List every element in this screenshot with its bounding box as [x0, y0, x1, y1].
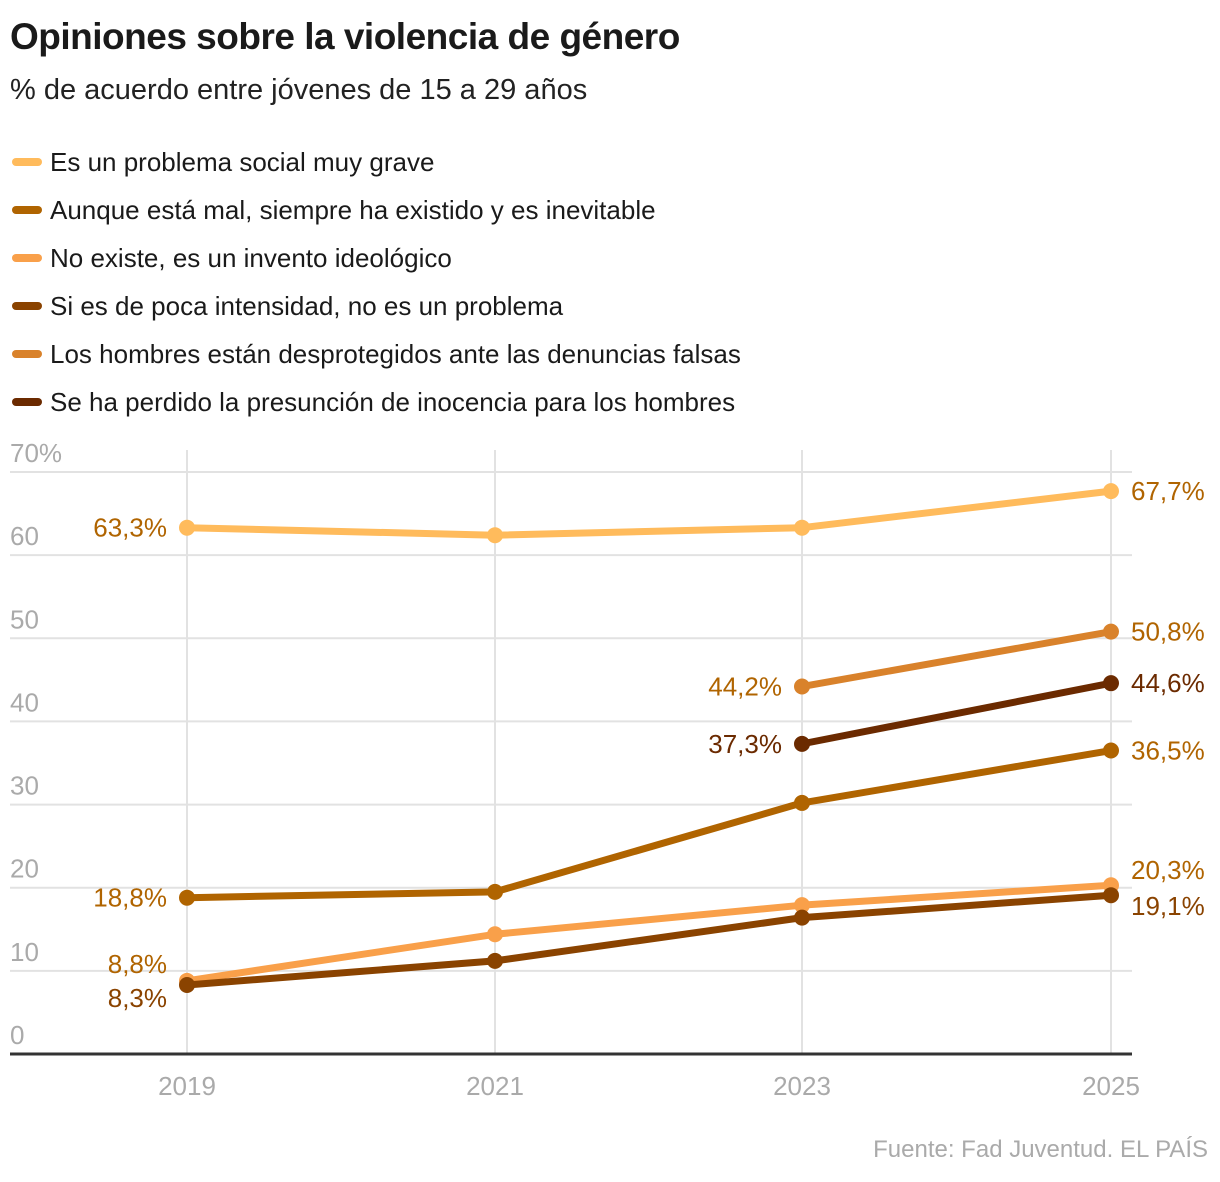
data-point [179, 889, 195, 906]
legend-label: Es un problema social muy grave [50, 146, 435, 177]
data-point [487, 883, 503, 900]
line-chart: 0 10 20 30 40 50 60 70% 2019 2021 2023 2025 63,3% 67,… [10, 438, 1205, 1101]
data-point [794, 794, 810, 811]
y-tick-label: 40 [10, 687, 39, 717]
data-point [794, 909, 810, 926]
legend-swatch [12, 350, 42, 358]
series-line [801, 679, 1112, 748]
y-tick-label: 20 [10, 854, 39, 884]
series-line [186, 747, 1112, 902]
data-label: 63,3% [93, 513, 167, 543]
x-tick-label: 2025 [1082, 1071, 1140, 1101]
x-tick-label: 2019 [158, 1071, 216, 1101]
legend: Es un problema social muy grave Aunque es… [12, 138, 741, 426]
legend-label: Si es de poca intensidad, no es un probl… [50, 290, 564, 321]
data-label: 20,3% [1131, 855, 1205, 885]
data-point [487, 527, 503, 544]
legend-swatch [12, 206, 42, 214]
legend-swatch [12, 398, 42, 406]
data-label: 18,8% [93, 883, 167, 913]
data-label: 44,2% [708, 672, 782, 702]
legend-item: Si es de poca intensidad, no es un probl… [12, 282, 741, 330]
legend-label: Los hombres están desprotegidos ante las… [50, 338, 741, 369]
series-line [186, 881, 1112, 985]
data-point [794, 735, 810, 752]
legend-label: Se ha perdido la presunción de inocencia… [50, 386, 736, 417]
source-note: Fuente: Fad Juventud. EL PAÍS [873, 1136, 1208, 1163]
legend-swatch [12, 302, 42, 310]
data-point [1103, 623, 1119, 640]
series-line [186, 487, 1112, 539]
y-tick-label: 0 [10, 1020, 24, 1050]
data-point [1103, 742, 1119, 759]
data-point [794, 897, 810, 914]
data-label: 44,6% [1131, 668, 1205, 698]
legend-swatch [12, 254, 42, 262]
series-line [801, 628, 1112, 690]
legend-label: Aunque está mal, siempre ha existido y e… [50, 194, 656, 225]
legend-item: Aunque está mal, siempre ha existido y e… [12, 186, 741, 234]
y-tick-label: 70% [10, 438, 62, 468]
y-tick-label: 60 [10, 521, 39, 551]
data-point [1103, 887, 1119, 904]
data-point [179, 976, 195, 993]
data-point [487, 952, 503, 969]
data-point [1103, 675, 1119, 692]
legend-label: No existe, es un invento ideológico [50, 242, 452, 273]
x-tick-label: 2021 [466, 1071, 524, 1101]
data-label: 36,5% [1131, 736, 1205, 766]
legend-item: Es un problema social muy grave [12, 138, 741, 186]
y-tick-label: 10 [10, 937, 39, 967]
data-label: 8,8% [108, 949, 167, 979]
data-point [794, 678, 810, 695]
data-point [1103, 483, 1119, 500]
data-label: 19,1% [1131, 891, 1205, 921]
y-tick-label: 50 [10, 604, 39, 634]
legend-item: Los hombres están desprotegidos ante las… [12, 330, 741, 378]
data-label: 50,8% [1131, 617, 1205, 647]
data-label: 8,3% [108, 983, 167, 1013]
series-line [186, 891, 1112, 989]
x-tick-label: 2023 [773, 1071, 831, 1101]
legend-swatch [12, 158, 42, 166]
legend-item: Se ha perdido la presunción de inocencia… [12, 378, 741, 426]
data-point [487, 926, 503, 943]
data-point [179, 519, 195, 536]
y-tick-label: 30 [10, 771, 39, 801]
data-label: 37,3% [708, 729, 782, 759]
data-label: 67,7% [1131, 476, 1205, 506]
chart-title: Opiniones sobre la violencia de género [10, 16, 680, 57]
data-point [794, 519, 810, 536]
legend-item: No existe, es un invento ideológico [12, 234, 741, 282]
chart-subtitle: % de acuerdo entre jóvenes de 15 a 29 añ… [10, 74, 588, 106]
